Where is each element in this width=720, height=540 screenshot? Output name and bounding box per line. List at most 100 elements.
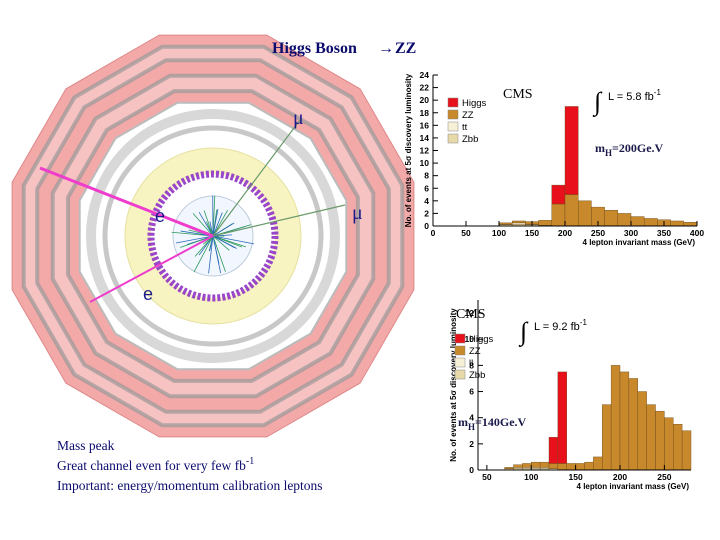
mass-label: mH=200Ge.V	[595, 141, 664, 158]
slide-title: Higgs Boson	[272, 40, 357, 57]
legend-label: tt	[462, 122, 468, 133]
integral-sign: ∫	[592, 87, 603, 117]
histogram-bar	[681, 430, 692, 471]
histogram-bar	[564, 106, 579, 195]
y-tick-label: 20	[420, 95, 430, 105]
histogram-bar	[646, 404, 656, 471]
x-axis-label: 4 lepton invariant mass (GeV)	[583, 238, 696, 247]
histogram-bar	[512, 220, 526, 224]
y-tick-label: 2	[469, 439, 474, 449]
legend-swatch	[447, 97, 459, 108]
x-tick-label: 50	[482, 472, 492, 482]
histogram-bar	[602, 404, 612, 471]
note: Mass peak	[57, 438, 115, 453]
histogram-bar	[575, 463, 585, 471]
y-tick-label: 8	[424, 171, 429, 181]
y-axis-label: No. of events at 5σ discovery luminosity	[449, 308, 458, 462]
y-tick-label: 10	[465, 334, 475, 344]
track	[198, 212, 214, 237]
electron-track	[39, 166, 214, 238]
y-tick-label: 10	[420, 158, 430, 168]
histogram-bar	[522, 463, 532, 468]
mass-value: =200Ge.V	[612, 141, 663, 155]
histogram-bar	[644, 218, 658, 227]
y-tick-label: 6	[469, 387, 474, 397]
histogram-bar	[513, 464, 523, 468]
histogram-bar	[593, 456, 603, 471]
histogram-bar	[628, 378, 638, 471]
legend-label: ll	[469, 358, 473, 369]
x-tick-label: 50	[461, 228, 471, 238]
mass-subscript: H	[605, 148, 612, 158]
track	[212, 235, 226, 272]
track	[212, 212, 223, 237]
calorimeter-ring	[86, 109, 340, 363]
note: Important: energy/momentum calibration l…	[57, 478, 323, 493]
y-tick-label: 22	[420, 83, 430, 93]
legend-label: ZZ	[462, 110, 474, 121]
y-tick-label: 2	[424, 208, 429, 218]
arrow: →	[378, 40, 394, 57]
x-tick-label: 150	[525, 228, 539, 238]
x-tick-label: 200	[558, 228, 572, 238]
y-tick-label: 8	[469, 360, 474, 370]
luminosity-text: L = 9.2 fb	[534, 321, 580, 333]
y-tick-label: 6	[424, 183, 429, 193]
track	[208, 235, 214, 274]
histogram-bar	[548, 437, 559, 464]
histogram-bar	[578, 200, 592, 227]
y-tick-label: 4	[469, 413, 474, 423]
electron-track	[89, 235, 214, 303]
experiment-label: CMS	[456, 307, 486, 322]
x-tick-label: 150	[569, 472, 583, 482]
note-text: Great channel even for very few fb	[57, 458, 246, 473]
y-axis-label: No. of events at 5σ discovery luminosity	[404, 73, 413, 227]
histogram-bar	[683, 222, 698, 227]
y-tick-label: 12	[420, 146, 430, 156]
histogram-bar	[673, 424, 683, 471]
histogram-bar	[551, 184, 566, 205]
legend-swatch	[454, 357, 466, 368]
histogram-bar	[504, 467, 514, 469]
histogram-bar	[604, 210, 618, 227]
x-tick-label: 350	[657, 228, 671, 238]
legend-swatch	[454, 333, 466, 344]
x-tick-label: 100	[524, 472, 538, 482]
track	[212, 235, 237, 249]
histogram-bar	[630, 216, 645, 227]
x-tick-label: 400	[690, 228, 704, 238]
mass-symbol: m	[458, 415, 468, 429]
y-tick-label: 16	[420, 120, 430, 130]
y-tick-label: 4	[424, 196, 429, 206]
histogram-bar	[538, 220, 552, 226]
track	[212, 209, 228, 237]
integral-sign: ∫	[518, 317, 529, 347]
histogram-bar	[564, 194, 579, 227]
x-tick-label: 250	[657, 472, 671, 482]
luminosity-label: L = 9.2 fb-1	[534, 318, 587, 333]
histogram-bar	[498, 222, 513, 225]
note: Great channel even for very few fb-1	[57, 456, 254, 473]
electron-label: e	[155, 206, 165, 226]
legend-label: Higgs	[462, 98, 487, 109]
slide-title-channel: ZZ	[395, 40, 416, 57]
muon-track	[212, 119, 301, 237]
note-exponent: -1	[246, 456, 254, 467]
track	[212, 235, 220, 264]
histogram-bar	[664, 417, 674, 471]
track	[212, 235, 242, 248]
histogram-bar	[557, 371, 567, 464]
track	[212, 222, 235, 237]
legend-swatch	[447, 121, 459, 132]
track	[203, 210, 214, 237]
histogram-bar	[566, 463, 576, 471]
histogram-bar	[619, 371, 630, 471]
y-tick-label: 0	[469, 465, 474, 475]
mass-label: mH=140Ge.V	[458, 415, 527, 432]
histogram-bar	[551, 203, 566, 227]
luminosity-exponent: -1	[654, 88, 662, 97]
legend-swatch	[454, 345, 466, 356]
histogram-bar	[655, 410, 665, 471]
